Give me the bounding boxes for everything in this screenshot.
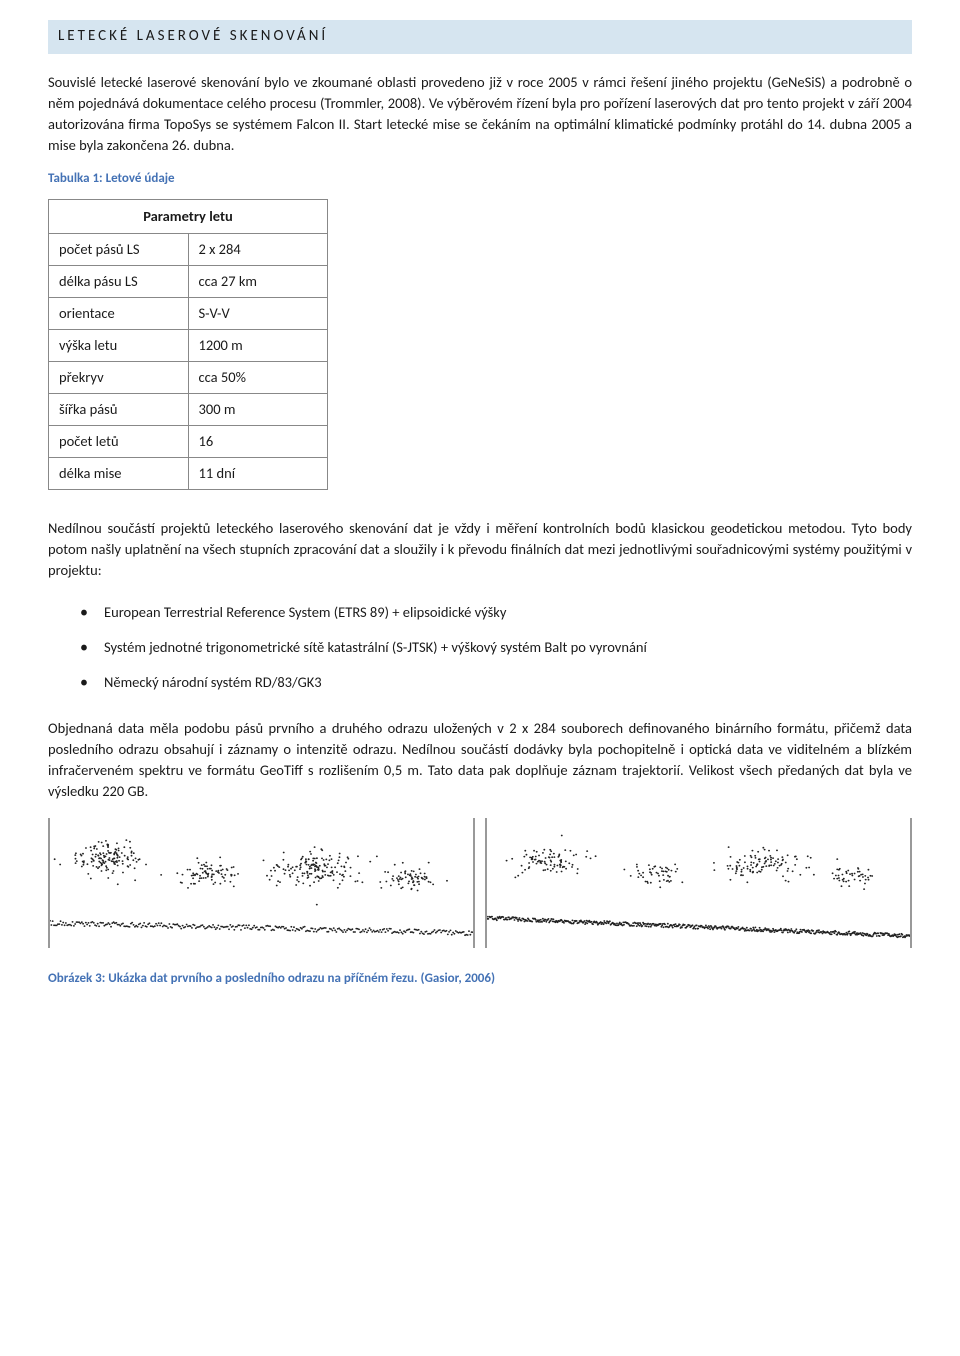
cell-label: počet letů [49,425,189,457]
cell-value: 300 m [188,393,328,425]
figure-panel-last-echo [485,818,912,948]
table-row: délka pásu LScca 27 km [49,265,328,297]
list-item: European Terrestrial Reference System (E… [48,595,912,630]
table-row: výška letu1200 m [49,329,328,361]
list-item: Německý národní systém RD/83/GK3 [48,665,912,700]
cell-label: překryv [49,361,189,393]
figure-panel-first-echo [48,818,475,948]
table-row: překryvcca 50% [49,361,328,393]
cell-label: orientace [49,297,189,329]
cell-value: 2 x 284 [188,233,328,265]
cell-value: 1200 m [188,329,328,361]
paragraph-systems: Nedílnou součástí projektů leteckého las… [48,518,912,581]
figure-row [48,818,912,948]
cell-label: výška letu [49,329,189,361]
figure-caption: Obrázek 3: Ukázka dat prvního a poslední… [48,970,912,989]
cell-value: 11 dní [188,457,328,489]
coord-systems-list: European Terrestrial Reference System (E… [48,595,912,700]
table-row: počet pásů LS2 x 284 [49,233,328,265]
cell-label: délka mise [49,457,189,489]
table-row: orientaceS-V-V [49,297,328,329]
table-row: šířka pásů300 m [49,393,328,425]
paragraph-data: Objednaná data měla podobu pásů prvního … [48,718,912,802]
cell-value: cca 27 km [188,265,328,297]
cell-value: 16 [188,425,328,457]
cell-label: délka pásu LS [49,265,189,297]
flight-params-table: Parametry letu počet pásů LS2 x 284 délk… [48,199,328,490]
paragraph-intro: Souvislé letecké laserové skenování bylo… [48,72,912,156]
section-header: LETECKÉ LASEROVÉ SKENOVÁNÍ [48,20,912,54]
cell-value: cca 50% [188,361,328,393]
table-caption: Tabulka 1: Letové údaje [48,170,912,189]
table-body: počet pásů LS2 x 284 délka pásu LScca 27… [49,233,328,489]
section-title: LETECKÉ LASEROVÉ SKENOVÁNÍ [58,27,328,45]
table-header: Parametry letu [49,199,328,233]
cell-label: počet pásů LS [49,233,189,265]
list-item: Systém jednotné trigonometrické sítě kat… [48,630,912,665]
cell-label: šířka pásů [49,393,189,425]
table-row: počet letů16 [49,425,328,457]
table-row: délka mise11 dní [49,457,328,489]
cell-value: S-V-V [188,297,328,329]
